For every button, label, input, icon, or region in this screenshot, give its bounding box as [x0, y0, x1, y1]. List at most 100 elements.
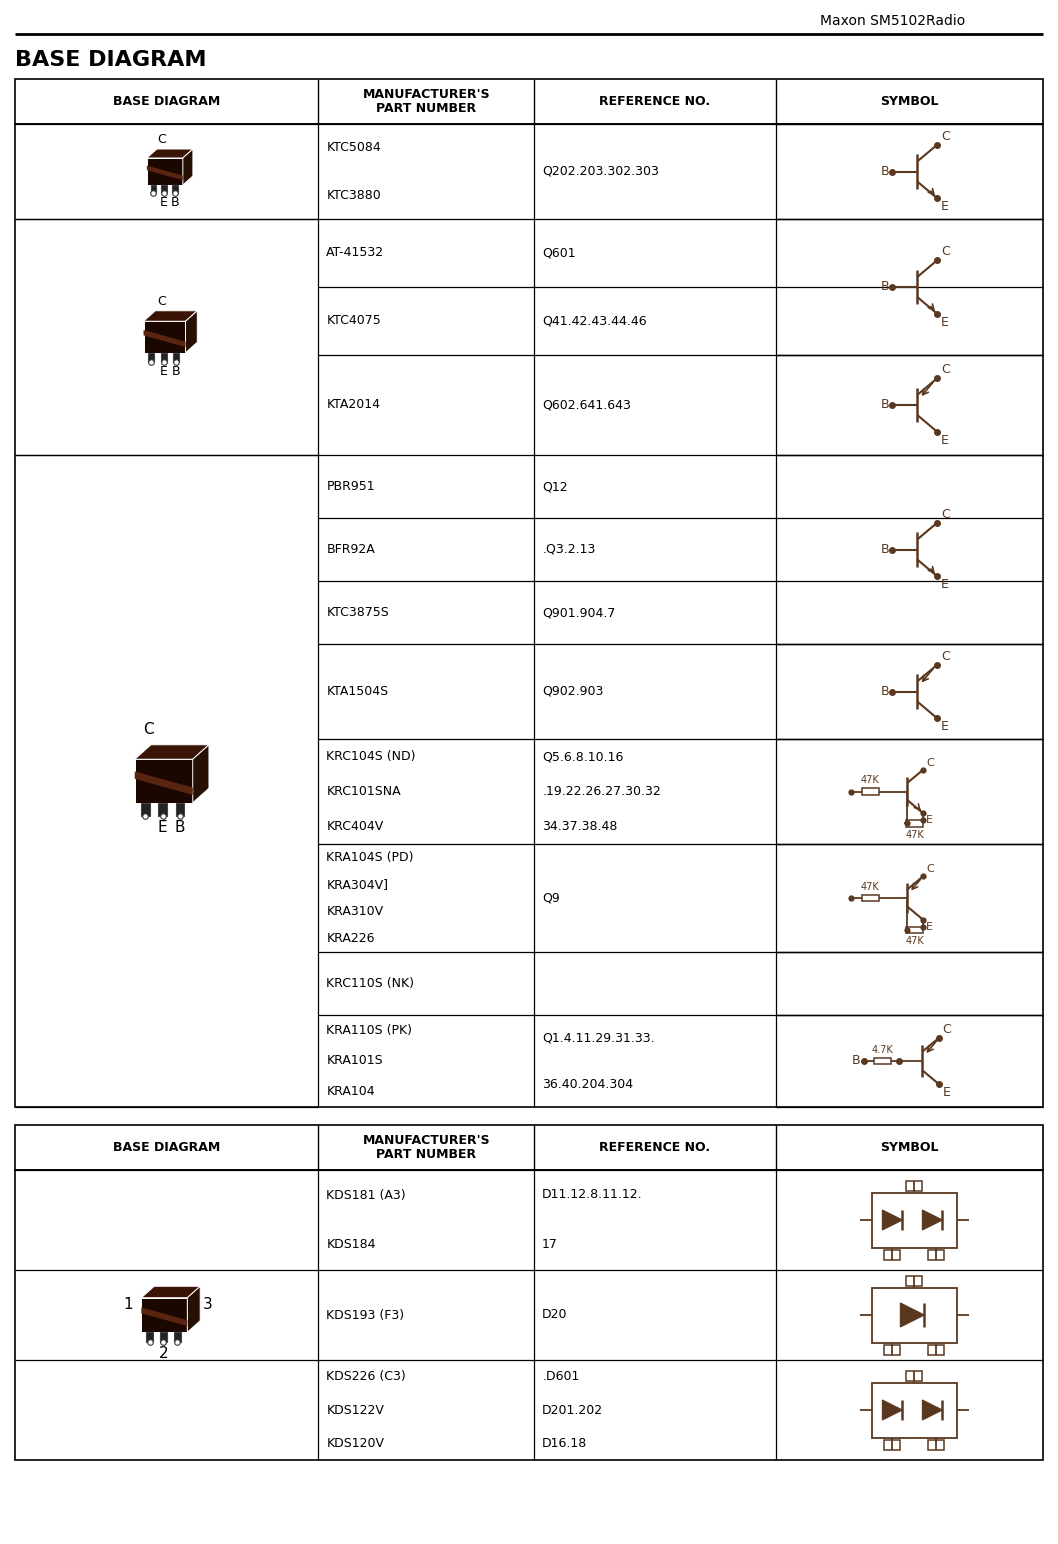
Polygon shape [142, 1308, 187, 1326]
Bar [146, 1332, 153, 1342]
Text: KTC3875S: KTC3875S [326, 605, 389, 619]
Polygon shape [134, 760, 193, 803]
Text: C: C [926, 758, 934, 767]
Text: BASE DIAGRAM: BASE DIAGRAM [113, 1141, 220, 1153]
Polygon shape [882, 1400, 902, 1420]
Polygon shape [187, 1286, 200, 1332]
Polygon shape [144, 310, 197, 321]
Bar [906, 820, 923, 826]
Text: 36.40.204.304: 36.40.204.304 [542, 1078, 634, 1090]
Text: BASE DIAGRAM: BASE DIAGRAM [113, 96, 220, 108]
Bar [872, 1288, 956, 1342]
Text: 1: 1 [124, 1297, 133, 1312]
Bar [162, 185, 167, 193]
Text: C: C [941, 650, 950, 662]
Text: B: B [175, 820, 185, 834]
Text: Maxon SM5102Radio: Maxon SM5102Radio [820, 14, 965, 28]
Text: REFERENCE NO.: REFERENCE NO. [600, 96, 711, 108]
Text: C: C [158, 133, 166, 147]
Text: Q902.903: Q902.903 [542, 686, 603, 698]
Text: Q5.6.8.10.16: Q5.6.8.10.16 [542, 750, 623, 763]
Polygon shape [142, 1299, 187, 1332]
Text: E: E [926, 922, 933, 931]
Bar [159, 803, 167, 815]
Text: AT-41532: AT-41532 [326, 247, 384, 259]
Text: KRA110S (PK): KRA110S (PK) [326, 1024, 413, 1038]
Text: C: C [943, 1022, 951, 1036]
Text: C: C [941, 508, 950, 520]
Text: KTC3880: KTC3880 [326, 188, 381, 202]
Text: KRA304V]: KRA304V] [326, 879, 388, 891]
Bar [172, 185, 178, 193]
Polygon shape [183, 150, 193, 185]
Polygon shape [147, 157, 183, 185]
Text: .D601: .D601 [542, 1370, 580, 1383]
Text: E: E [160, 196, 168, 208]
Text: E: E [941, 720, 949, 733]
Text: Q202.203.302.303: Q202.203.302.303 [542, 165, 659, 178]
Bar [150, 185, 156, 193]
Bar [15, 1170, 1043, 1461]
Polygon shape [147, 165, 183, 181]
Text: REFERENCE NO.: REFERENCE NO. [600, 1141, 711, 1153]
Bar [862, 896, 878, 902]
Text: 47K: 47K [906, 829, 924, 840]
Text: Q602.641.643: Q602.641.643 [542, 398, 631, 412]
Text: B: B [880, 398, 889, 412]
Text: D20: D20 [542, 1308, 568, 1322]
Bar [884, 1249, 900, 1260]
Text: KTC5084: KTC5084 [326, 141, 381, 154]
Polygon shape [900, 1303, 925, 1326]
Polygon shape [144, 330, 185, 347]
Bar [928, 1249, 945, 1260]
Bar [862, 789, 878, 795]
Text: KDS193 (F3): KDS193 (F3) [326, 1308, 404, 1322]
Text: KDS226 (C3): KDS226 (C3) [326, 1370, 406, 1383]
Text: C: C [143, 723, 154, 736]
Text: KTA1504S: KTA1504S [326, 686, 388, 698]
Text: KRA101S: KRA101S [326, 1055, 383, 1067]
Bar [176, 803, 184, 815]
Text: Q9: Q9 [542, 891, 560, 905]
Text: BASE DIAGRAM: BASE DIAGRAM [15, 49, 206, 69]
Text: KRA104: KRA104 [326, 1085, 375, 1098]
Text: KDS122V: KDS122V [326, 1403, 384, 1416]
Bar [928, 1345, 945, 1354]
Text: KRC104S (ND): KRC104S (ND) [326, 750, 416, 763]
Text: MANUFACTURER'S: MANUFACTURER'S [363, 1133, 490, 1147]
Bar [884, 1345, 900, 1354]
Text: E: E [941, 201, 949, 213]
Polygon shape [134, 772, 193, 795]
Text: C: C [926, 865, 934, 874]
Text: Q601: Q601 [542, 247, 576, 259]
Text: KDS184: KDS184 [326, 1238, 376, 1252]
Bar [161, 352, 167, 361]
Text: KRC110S (NK): KRC110S (NK) [326, 977, 415, 990]
Polygon shape [923, 1400, 943, 1420]
Text: 47K: 47K [861, 882, 879, 892]
Text: SYMBOL: SYMBOL [880, 96, 938, 108]
Text: KRA104S (PD): KRA104S (PD) [326, 851, 414, 865]
Text: B: B [880, 543, 889, 556]
Text: Q41.42.43.44.46: Q41.42.43.44.46 [542, 315, 646, 327]
Text: Q1.4.11.29.31.33.: Q1.4.11.29.31.33. [542, 1031, 655, 1044]
Text: KTA2014: KTA2014 [326, 398, 380, 412]
Text: KRA226: KRA226 [326, 933, 375, 945]
Bar [15, 124, 1043, 1107]
Bar [907, 1275, 923, 1286]
Text: E: E [158, 820, 167, 834]
Polygon shape [193, 744, 209, 803]
Text: KRC404V: KRC404V [326, 820, 383, 834]
Bar [884, 1439, 900, 1450]
Polygon shape [147, 150, 193, 157]
Bar [928, 1439, 945, 1450]
Text: B: B [880, 281, 889, 293]
Text: D16.18: D16.18 [542, 1437, 587, 1450]
Bar [872, 1382, 956, 1437]
Text: B: B [172, 364, 181, 378]
Text: D201.202: D201.202 [542, 1403, 603, 1416]
Bar [872, 1192, 956, 1248]
Bar [15, 1126, 1043, 1170]
Text: PART NUMBER: PART NUMBER [377, 102, 476, 114]
Text: Q901.904.7: Q901.904.7 [542, 605, 616, 619]
